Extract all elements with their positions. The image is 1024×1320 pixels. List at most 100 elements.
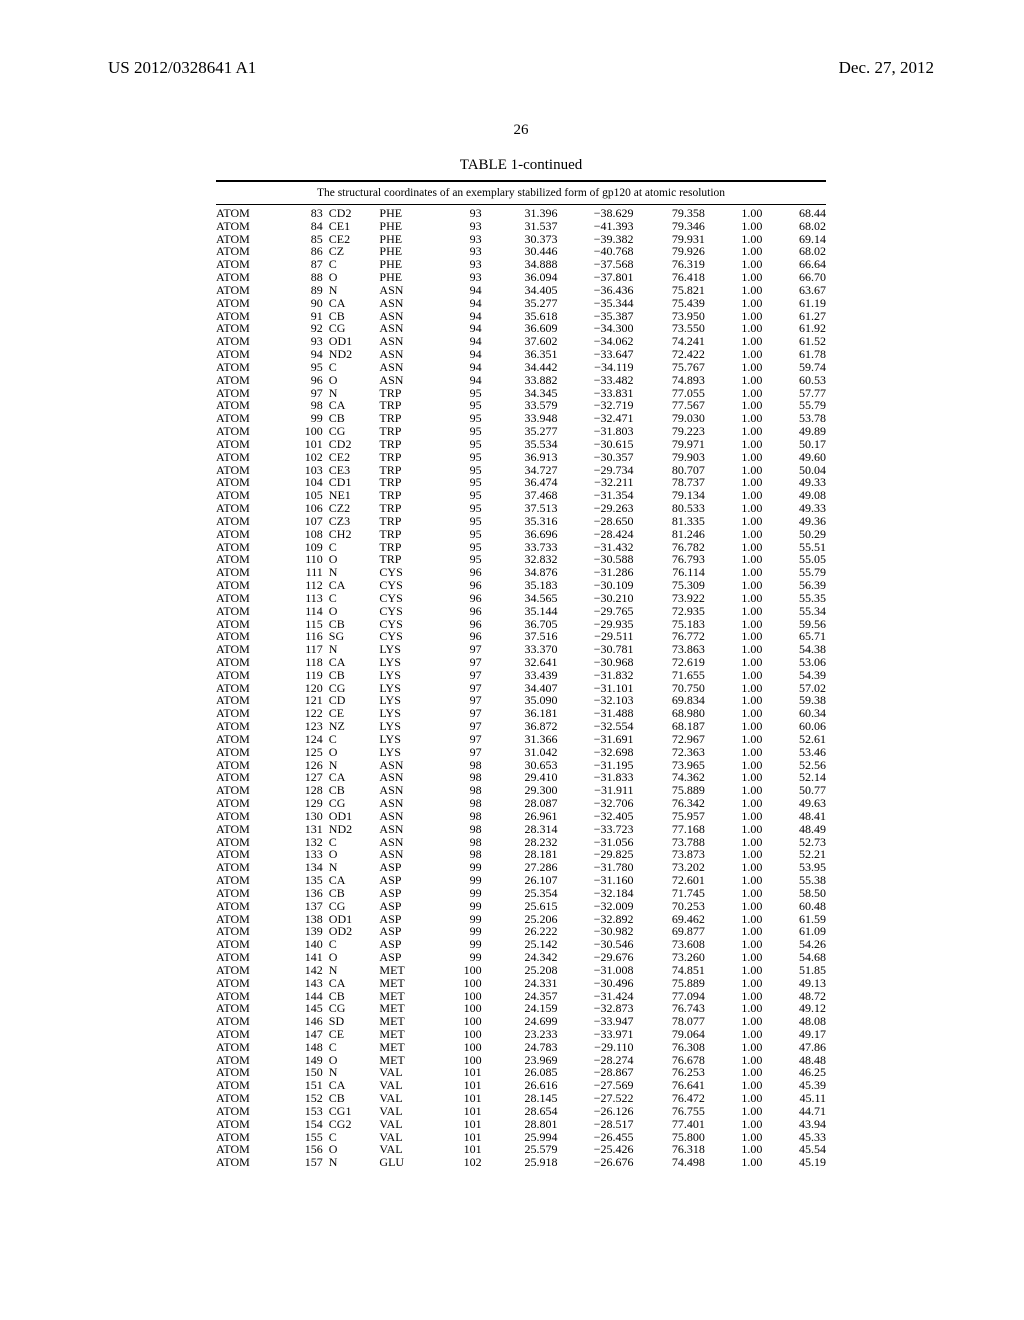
cell: −29.110 [564, 1041, 640, 1054]
cell: 118 [285, 656, 329, 669]
table-row: ATOM94ND2ASN9436.351−33.64772.4221.0061.… [216, 348, 826, 361]
cell: ATOM [216, 1041, 285, 1054]
cell: ATOM [216, 900, 285, 913]
cell: 48.41 [768, 810, 826, 823]
cell: 107 [285, 515, 329, 528]
cell: 34.405 [488, 284, 564, 297]
cell: 1.00 [711, 297, 769, 310]
cell: 148 [285, 1041, 329, 1054]
cell: 31.042 [488, 746, 564, 759]
table-row: ATOM157NGLU10225.918−26.67674.4981.0045.… [216, 1156, 826, 1169]
cell: CE2 [329, 451, 380, 464]
cell: 95 [285, 361, 329, 374]
doc-date-right: Dec. 27, 2012 [839, 58, 934, 78]
cell: ATOM [216, 964, 285, 977]
cell: TRP [379, 451, 434, 464]
cell: −30.615 [564, 438, 640, 451]
cell: 55.34 [768, 605, 826, 618]
cell: 72.422 [640, 348, 711, 361]
table-title: TABLE 1-continued [108, 157, 934, 174]
cell: 25.918 [488, 1156, 564, 1169]
cell: 36.913 [488, 451, 564, 464]
cell: ATOM [216, 207, 285, 220]
cell: 143 [285, 977, 329, 990]
cell: 1.00 [711, 451, 769, 464]
cell: 142 [285, 964, 329, 977]
cell: 50.17 [768, 438, 826, 451]
cell: 1.00 [711, 810, 769, 823]
cell: −33.723 [564, 823, 640, 836]
table-row: ATOM124CLYS9731.366−31.69172.9671.0052.6… [216, 733, 826, 746]
cell: TRP [379, 515, 434, 528]
cell: ASP [379, 900, 434, 913]
cell: 72.619 [640, 656, 711, 669]
cell: 157 [285, 1156, 329, 1169]
cell: 49.89 [768, 425, 826, 438]
cell: 34.565 [488, 592, 564, 605]
table-row: ATOM92CGASN9436.609−34.30073.5501.0061.9… [216, 322, 826, 335]
cell: −31.832 [564, 669, 640, 682]
cell: 95 [435, 502, 488, 515]
cell: 25.615 [488, 900, 564, 913]
cell: 49.17 [768, 1028, 826, 1041]
table-row: ATOM98CATRP9533.579−32.71977.5671.0055.7… [216, 399, 826, 412]
cell: VAL [379, 1105, 434, 1118]
cell: CA [329, 656, 380, 669]
cell: ATOM [216, 669, 285, 682]
cell: 54.68 [768, 951, 826, 964]
cell: −30.968 [564, 656, 640, 669]
cell: 101 [435, 1105, 488, 1118]
cell: ASN [379, 810, 434, 823]
cell: 35.277 [488, 297, 564, 310]
cell: ATOM [216, 1156, 285, 1169]
cell: 56.39 [768, 579, 826, 592]
cell: −29.676 [564, 951, 640, 964]
table-row: ATOM114OCYS9635.144−29.76572.9351.0055.3… [216, 605, 826, 618]
cell: −28.424 [564, 528, 640, 541]
cell: 135 [285, 874, 329, 887]
cell: 113 [285, 592, 329, 605]
cell: CD2 [329, 207, 380, 220]
cell: 1.00 [711, 797, 769, 810]
cell: 1.00 [711, 823, 769, 836]
cell: 72.967 [640, 733, 711, 746]
cell: 61.19 [768, 297, 826, 310]
table-row: ATOM97NTRP9534.345−33.83177.0551.0057.77 [216, 387, 826, 400]
cell: 70.253 [640, 900, 711, 913]
cell: 47.86 [768, 1041, 826, 1054]
cell: CZ2 [329, 502, 380, 515]
cell: ATOM [216, 284, 285, 297]
cell: 84 [285, 220, 329, 233]
cell: ATOM [216, 297, 285, 310]
table-row: ATOM86CZPHE9330.446−40.76879.9261.0068.0… [216, 245, 826, 258]
cell: 1.00 [711, 502, 769, 515]
cell: ATOM [216, 515, 285, 528]
cell: CYS [379, 592, 434, 605]
cell: CE1 [329, 220, 380, 233]
cell: ATOM [216, 887, 285, 900]
cell: 33.882 [488, 374, 564, 387]
cell: −33.482 [564, 374, 640, 387]
table-row: ATOM142NMET10025.208−31.00874.8511.0051.… [216, 964, 826, 977]
cell: OD1 [329, 810, 380, 823]
cell: −26.676 [564, 1156, 640, 1169]
cell: ATOM [216, 656, 285, 669]
cell: 75.889 [640, 977, 711, 990]
cell: MET [379, 977, 434, 990]
cell: 49.13 [768, 977, 826, 990]
cell: 125 [285, 746, 329, 759]
cell: 1.00 [711, 964, 769, 977]
table-row: ATOM108CH2TRP9536.696−28.42481.2461.0050… [216, 528, 826, 541]
cell: 55.38 [768, 874, 826, 887]
cell: 1.00 [711, 900, 769, 913]
cell: 124 [285, 733, 329, 746]
cell: 52.61 [768, 733, 826, 746]
cell: 60.53 [768, 374, 826, 387]
cell: ASN [379, 361, 434, 374]
cell: CE [329, 1028, 380, 1041]
cell: 108 [285, 528, 329, 541]
cell: 94 [435, 348, 488, 361]
table-row: ATOM96OASN9433.882−33.48274.8931.0060.53 [216, 374, 826, 387]
cell: 34.442 [488, 361, 564, 374]
cell: −33.971 [564, 1028, 640, 1041]
